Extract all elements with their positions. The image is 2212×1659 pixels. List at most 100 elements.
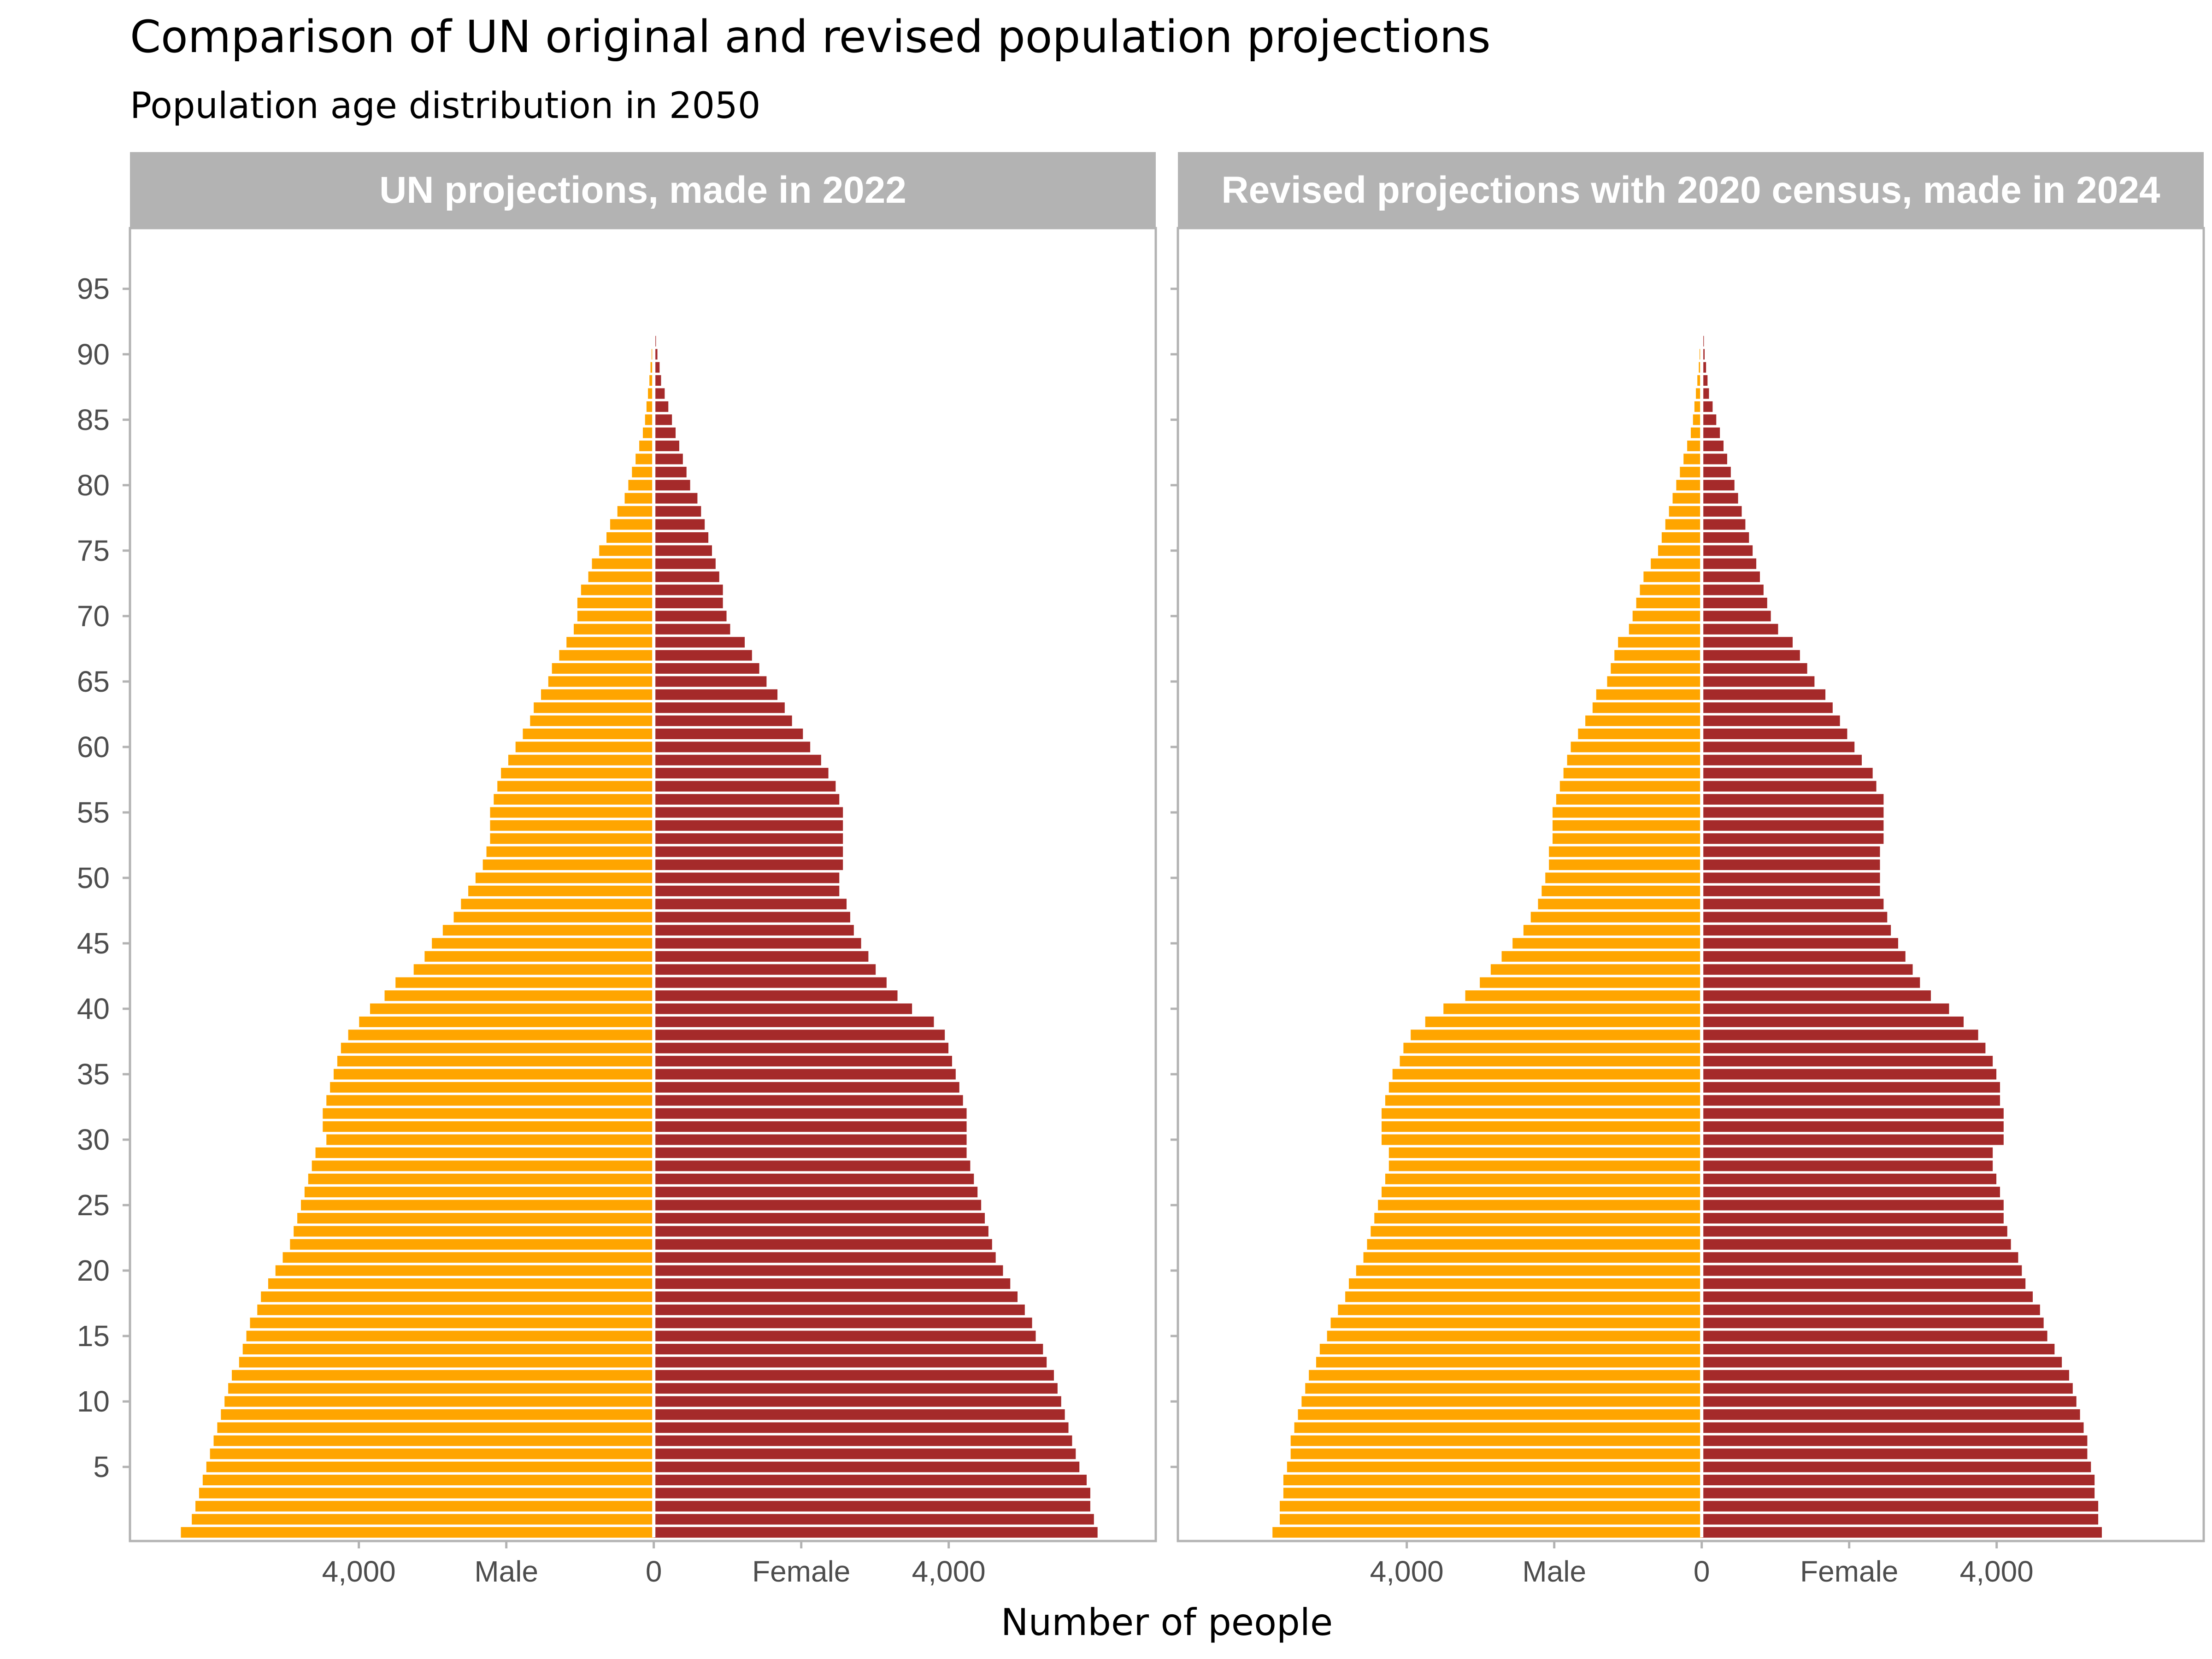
bar-female-age-20 bbox=[653, 1265, 1003, 1276]
bar-female-age-44 bbox=[1701, 951, 1906, 962]
bar-female-age-82 bbox=[1701, 453, 1727, 465]
bar-male-age-71 bbox=[577, 597, 654, 608]
bar-female-age-27 bbox=[653, 1173, 974, 1184]
bar-female-age-5 bbox=[1701, 1461, 2091, 1472]
bar-male-age-36 bbox=[337, 1056, 654, 1067]
bar-male-age-61 bbox=[1578, 728, 1702, 739]
bar-male-age-58 bbox=[1563, 768, 1702, 779]
bar-female-age-53 bbox=[1701, 833, 1884, 844]
bar-male-age-30 bbox=[326, 1134, 654, 1145]
bar-male-age-56 bbox=[1556, 794, 1702, 805]
y-tick-label: 30 bbox=[77, 1123, 110, 1156]
bar-female-age-72 bbox=[1701, 584, 1764, 595]
bar-female-age-8 bbox=[1701, 1422, 2084, 1433]
bar-male-age-16 bbox=[250, 1318, 654, 1329]
bar-female-age-49 bbox=[1701, 885, 1880, 896]
bar-female-age-60 bbox=[653, 741, 811, 753]
bar-male-age-42 bbox=[395, 977, 654, 988]
bar-male-age-41 bbox=[384, 990, 654, 1001]
bar-male-age-47 bbox=[453, 912, 654, 923]
bar-male-age-66 bbox=[552, 663, 654, 674]
bar-female-age-88 bbox=[653, 375, 661, 386]
y-tick-label: 50 bbox=[77, 861, 110, 894]
bar-female-age-64 bbox=[653, 689, 778, 700]
bar-male-age-57 bbox=[497, 781, 654, 792]
bar-male-age-68 bbox=[1618, 637, 1702, 648]
bar-male-age-37 bbox=[1403, 1042, 1702, 1053]
bar-male-age-78 bbox=[1669, 506, 1702, 517]
bar-male-age-23 bbox=[294, 1226, 654, 1237]
bar-male-age-3 bbox=[1283, 1488, 1702, 1499]
bar-male-age-3 bbox=[199, 1488, 654, 1499]
bar-male-age-53 bbox=[490, 833, 654, 844]
bar-male-age-76 bbox=[606, 532, 654, 543]
bar-male-age-69 bbox=[574, 624, 654, 635]
y-tick-label: 95 bbox=[77, 272, 110, 306]
y-tick-label: 20 bbox=[77, 1254, 110, 1287]
bar-male-age-65 bbox=[548, 676, 654, 687]
bar-male-age-50 bbox=[475, 872, 654, 883]
bar-female-age-84 bbox=[653, 427, 676, 438]
bar-female-age-50 bbox=[653, 872, 840, 883]
bar-male-age-46 bbox=[1523, 925, 1702, 936]
bar-female-age-62 bbox=[653, 715, 792, 726]
bar-male-age-50 bbox=[1545, 872, 1702, 883]
bar-female-age-16 bbox=[1701, 1318, 2044, 1329]
bar-male-age-70 bbox=[577, 611, 654, 622]
bar-female-age-24 bbox=[1701, 1212, 2004, 1224]
bar-male-age-78 bbox=[617, 506, 654, 517]
bar-female-age-23 bbox=[1701, 1226, 2007, 1237]
bar-male-age-14 bbox=[242, 1344, 654, 1355]
bar-female-age-66 bbox=[1701, 663, 1807, 674]
bar-male-age-83 bbox=[639, 441, 654, 452]
bar-male-age-86 bbox=[646, 401, 654, 412]
bar-female-age-87 bbox=[1701, 388, 1709, 399]
bar-male-age-25 bbox=[1378, 1200, 1702, 1211]
bar-female-age-8 bbox=[653, 1422, 1069, 1433]
y-tick-label: 80 bbox=[77, 469, 110, 502]
bar-female-age-80 bbox=[1701, 480, 1735, 491]
bar-female-age-37 bbox=[653, 1042, 949, 1053]
bar-male-age-49 bbox=[1541, 885, 1702, 896]
bar-male-age-35 bbox=[334, 1069, 654, 1080]
bar-male-age-2 bbox=[1280, 1500, 1702, 1512]
y-tick-label: 40 bbox=[77, 992, 110, 1025]
bar-female-age-16 bbox=[653, 1318, 1032, 1329]
bar-male-age-12 bbox=[1309, 1370, 1702, 1381]
bar-female-age-54 bbox=[1701, 820, 1884, 831]
bar-female-age-19 bbox=[1701, 1278, 2026, 1289]
bar-male-age-81 bbox=[1680, 466, 1702, 477]
bar-female-age-89 bbox=[1701, 362, 1706, 373]
y-tick-label: 70 bbox=[77, 600, 110, 633]
y-tick-label: 10 bbox=[77, 1385, 110, 1418]
bar-male-age-21 bbox=[282, 1252, 654, 1263]
bar-female-age-71 bbox=[653, 597, 723, 608]
bar-female-age-69 bbox=[653, 624, 730, 635]
bar-female-age-3 bbox=[653, 1488, 1090, 1499]
panel-strip bbox=[1178, 152, 2204, 228]
bar-male-age-22 bbox=[290, 1239, 654, 1250]
y-tick-label: 90 bbox=[77, 338, 110, 371]
bar-male-age-77 bbox=[610, 519, 654, 530]
bar-male-age-55 bbox=[1553, 807, 1702, 818]
bar-male-age-19 bbox=[1349, 1278, 1702, 1289]
bar-male-age-45 bbox=[432, 938, 654, 949]
bar-male-age-73 bbox=[1643, 571, 1702, 582]
bar-male-age-82 bbox=[635, 453, 654, 465]
x-axis-label: Number of people bbox=[1001, 1601, 1333, 1644]
bar-male-age-24 bbox=[297, 1212, 654, 1224]
bar-male-age-80 bbox=[628, 480, 654, 491]
bar-female-age-76 bbox=[1701, 532, 1749, 543]
bar-male-age-6 bbox=[1290, 1448, 1702, 1459]
bar-female-age-77 bbox=[1701, 519, 1746, 530]
bar-female-age-31 bbox=[1701, 1121, 2004, 1132]
bar-female-age-3 bbox=[1701, 1488, 2095, 1499]
bar-female-age-64 bbox=[1701, 689, 1826, 700]
bar-female-age-30 bbox=[1701, 1134, 2004, 1145]
bar-male-age-84 bbox=[1691, 427, 1702, 438]
y-tick-label: 85 bbox=[77, 403, 110, 436]
bar-female-age-6 bbox=[653, 1448, 1076, 1459]
bar-male-age-69 bbox=[1629, 624, 1702, 635]
bar-female-age-9 bbox=[1701, 1409, 2080, 1420]
